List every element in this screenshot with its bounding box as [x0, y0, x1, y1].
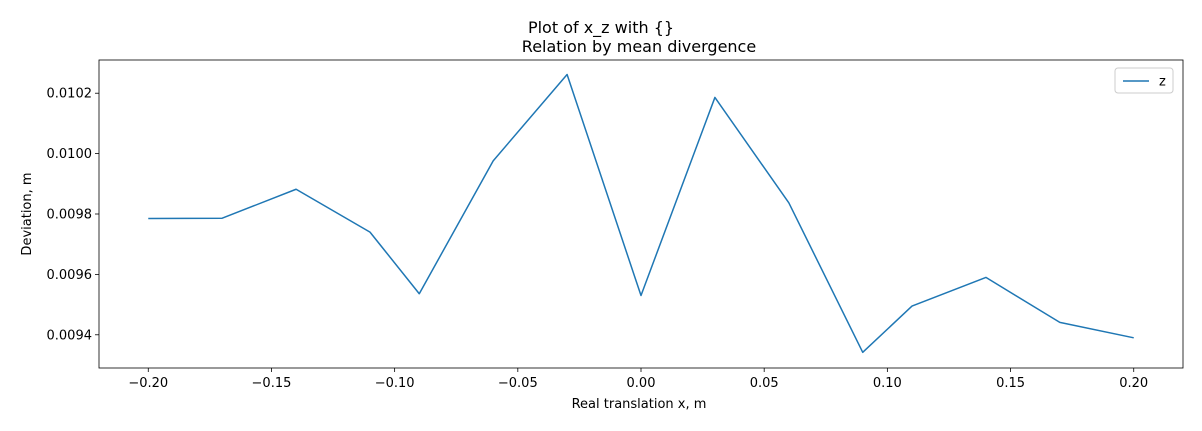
- y-tick-label: 0.0094: [47, 328, 93, 343]
- x-tick-label: −0.10: [375, 376, 415, 391]
- x-tick-label: −0.15: [252, 376, 292, 391]
- x-tick-label: 0.15: [996, 376, 1025, 391]
- x-tick-label: 0.10: [873, 376, 902, 391]
- x-tick-label: −0.20: [128, 376, 168, 391]
- y-axis-label: Deviation, m: [20, 172, 35, 255]
- chart-suptitle: Plot of x_z with {}: [528, 18, 674, 38]
- legend-label: z: [1159, 75, 1166, 90]
- x-tick-label: 0.05: [750, 376, 779, 391]
- x-tick-label: 0.00: [627, 376, 656, 391]
- plot-area: −0.20 −0.15 −0.10 −0.05 0.00 0.05 0.10 0.15 0.20…: [47, 59, 1184, 391]
- chart-title: Relation by mean divergence: [522, 37, 756, 56]
- y-tick-label: 0.0102: [47, 87, 93, 102]
- x-axis-label: Real translation x, m: [572, 397, 707, 412]
- y-tick-label: 0.0096: [47, 268, 93, 283]
- y-tick-label: 0.0098: [47, 208, 93, 223]
- series-line-z: [148, 73, 1134, 354]
- axes-frame: [98, 59, 1184, 369]
- x-tick-label: 0.20: [1119, 376, 1148, 391]
- y-tick-label: 0.0100: [47, 147, 93, 162]
- legend: z: [1114, 67, 1174, 94]
- x-tick-label: −0.05: [498, 376, 538, 391]
